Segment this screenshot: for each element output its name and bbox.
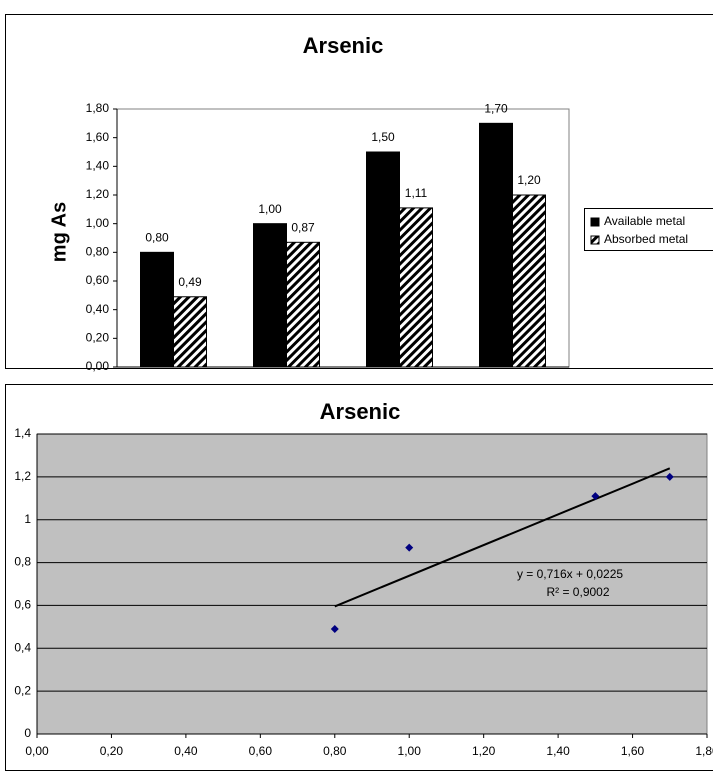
bar [366,151,400,368]
bar [512,194,546,368]
value-label: 0,87 [291,220,315,234]
y-tick-label: 1,40 [86,159,110,173]
value-label: 1,50 [371,130,395,144]
value-label: 0,80 [145,231,169,245]
y-tick-label: 1,00 [86,216,110,230]
plot-area [36,433,708,735]
y-tick-label: 1,60 [86,130,110,144]
legend-swatch [590,217,600,227]
y-tick-label: 0 [24,726,31,740]
y-tick-label: 0,60 [86,273,110,287]
value-label: 1,11 [405,186,428,200]
bar [173,296,207,368]
y-tick-label: 1,2 [14,469,31,483]
y-tick-label: 0,20 [86,331,110,345]
value-label: 1,20 [517,173,541,187]
trendline [334,467,671,608]
y-tick-label: 1,80 [86,101,110,115]
y-tick-label: 1 [24,512,31,526]
x-tick-label: 1,00 [398,744,422,758]
bar [286,241,320,368]
y-tick-label: 1,4 [14,426,31,440]
y-axis-label: mg As [48,202,70,262]
x-tick-label: 0,00 [25,744,49,758]
y-tick-label: 0,40 [86,302,110,316]
bar [253,223,287,368]
x-tick-label: 0,80 [323,744,347,758]
point [665,472,674,481]
value-label: 0,49 [178,275,202,289]
chart-title: Arsenic [320,399,401,424]
chart-title: Arsenic [303,33,384,58]
value-label: 1,00 [258,202,282,216]
x-tick-label: 1,40 [546,744,570,758]
y-tick-label: 0,8 [14,555,31,569]
bar [479,122,513,368]
point [591,492,600,501]
x-tick-label: 0,20 [100,744,124,758]
bar [140,251,174,368]
legend-label: Available metal [604,214,685,228]
point [405,543,414,552]
legend-box [584,208,713,251]
point [330,625,339,633]
value-label: 1,70 [484,102,508,116]
x-tick-label: 1,60 [621,744,645,758]
x-tick-label: 0,40 [174,744,198,758]
legend-swatch [590,235,600,245]
x-tick-label: 1,80 [695,744,713,758]
y-tick-label: 0,00 [86,359,110,373]
y-tick-label: 0,6 [14,598,31,612]
bar [399,207,433,368]
trend-equation: y = 0,716x + 0,0225 [517,567,623,581]
x-tick-label: 1,20 [472,744,496,758]
x-tick-label: 0,60 [249,744,273,758]
y-tick-label: 0,2 [14,683,31,697]
legend-label: Absorbed metal [604,232,688,246]
y-tick-label: 1,20 [86,187,110,201]
y-tick-label: 0,80 [86,245,110,259]
y-tick-label: 0,4 [14,640,31,654]
trend-r2: R² = 0,9002 [546,585,609,599]
